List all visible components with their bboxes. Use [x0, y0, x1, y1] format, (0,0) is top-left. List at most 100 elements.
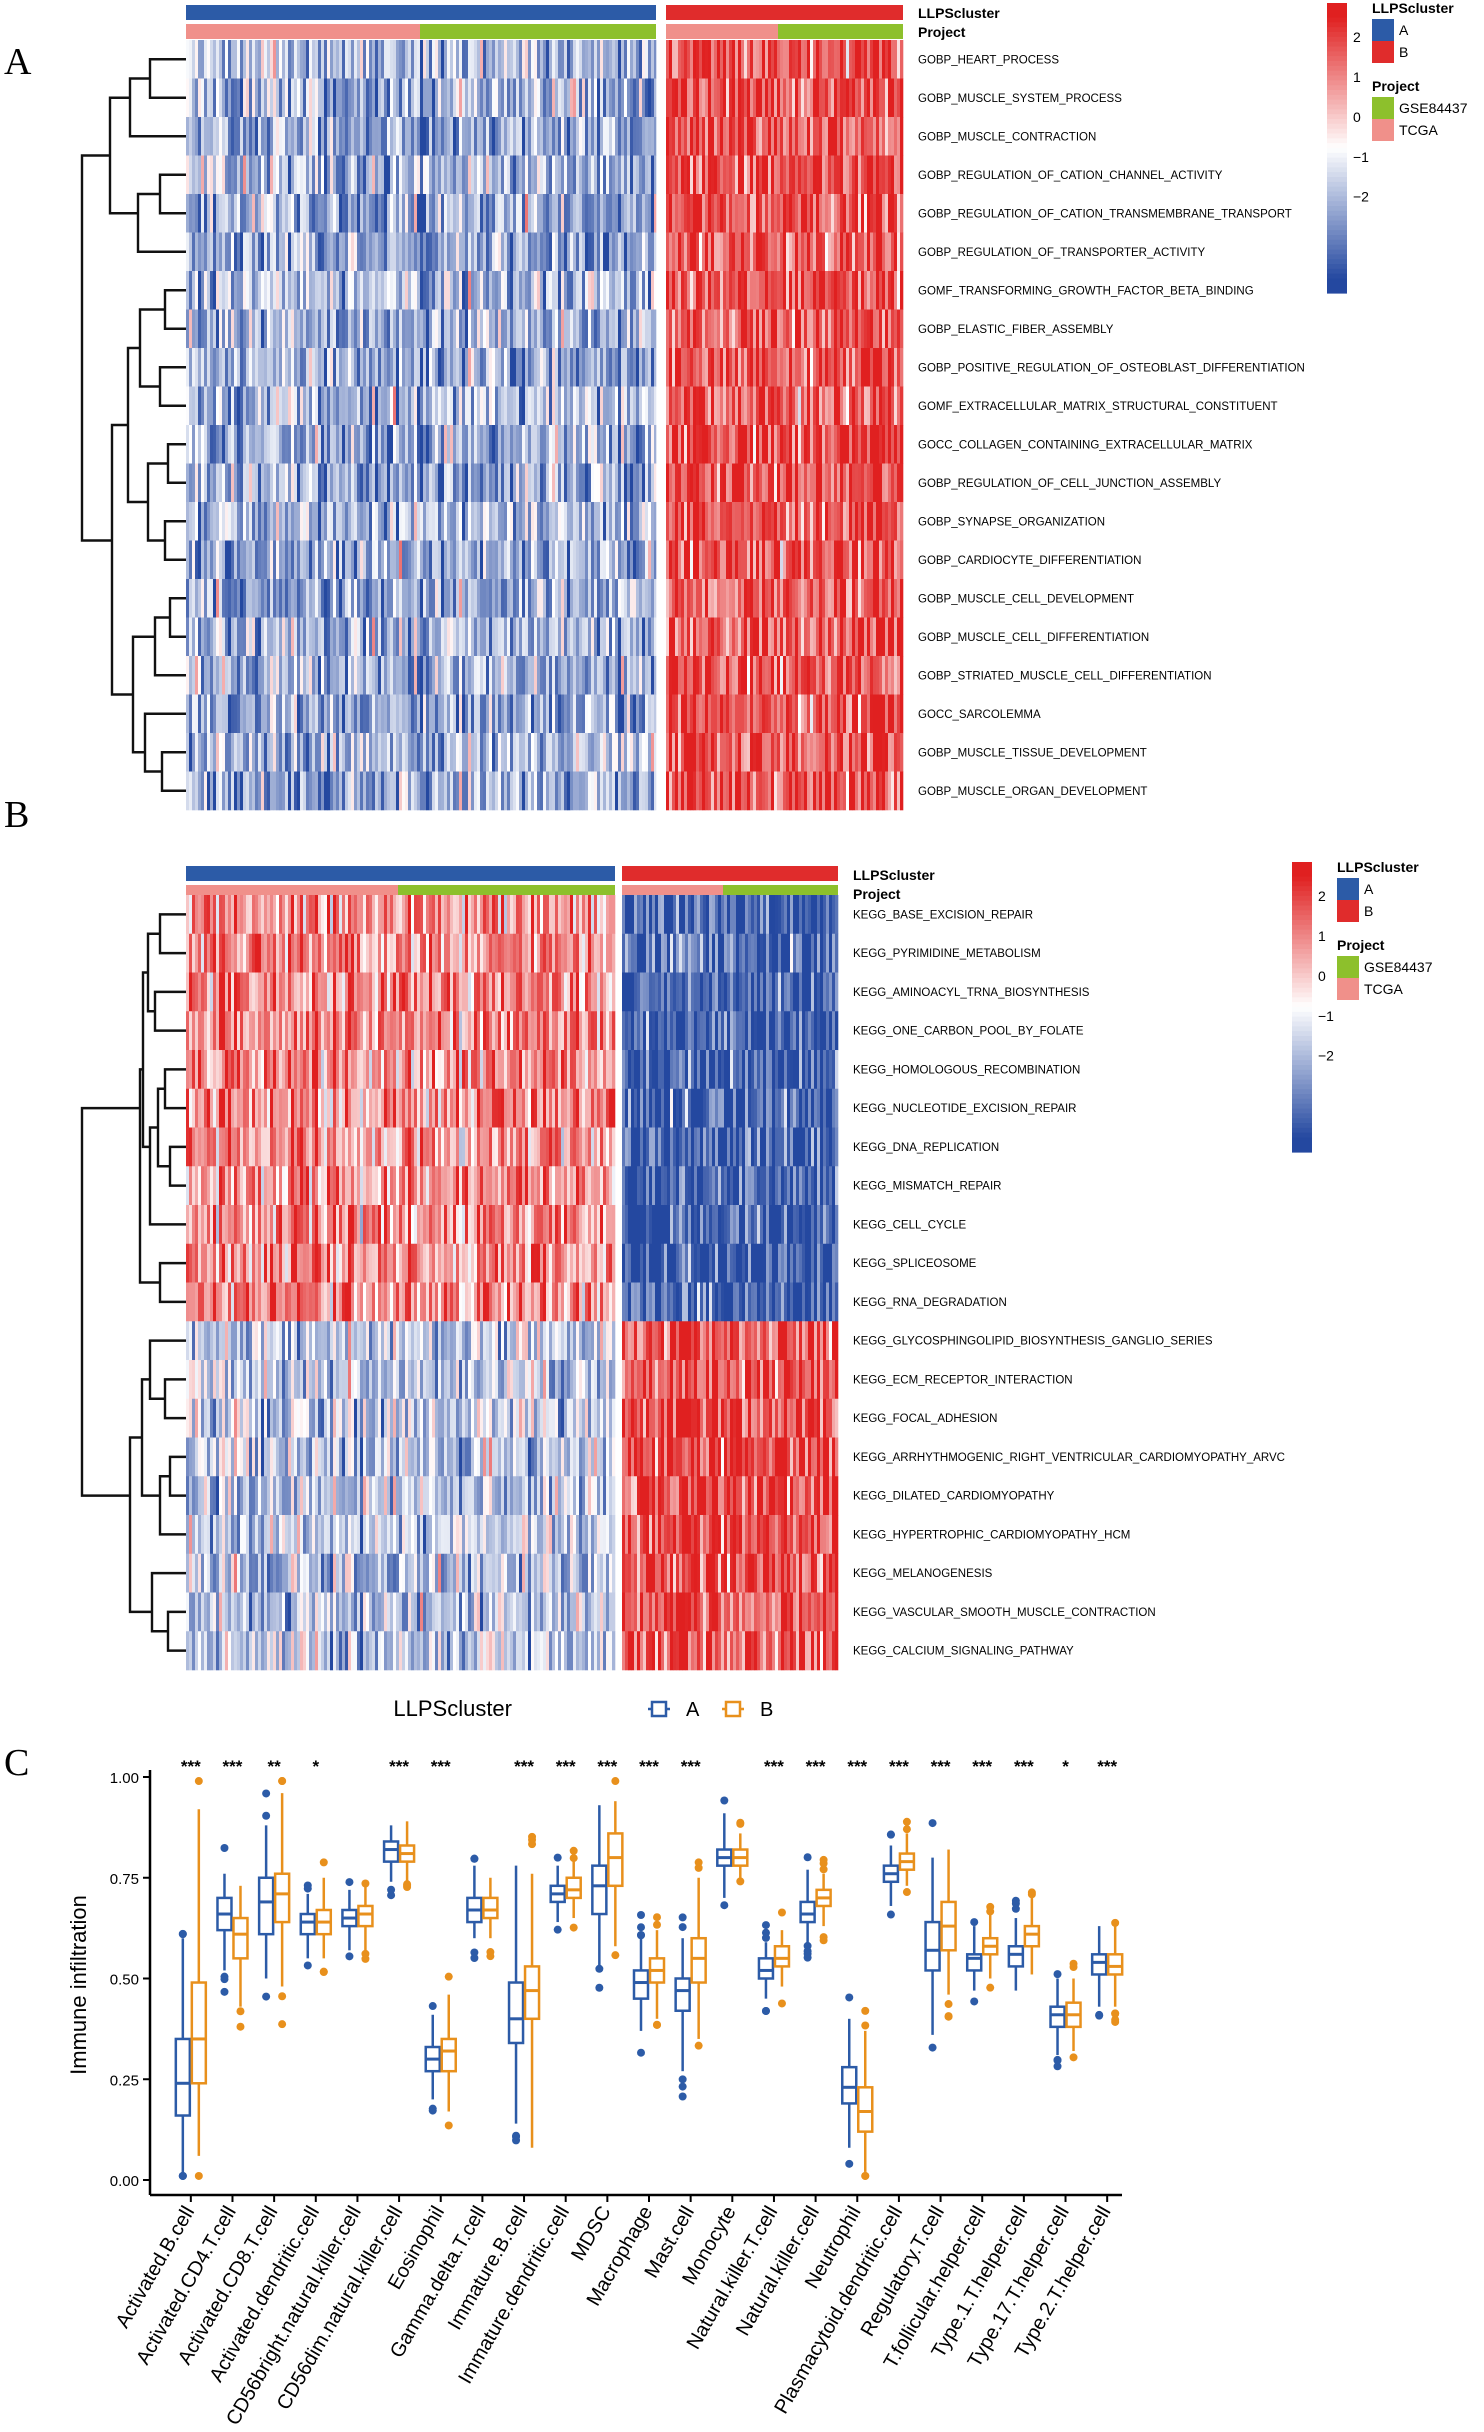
heatmap-cell: [372, 271, 376, 310]
heatmap-cell: [681, 117, 685, 156]
heatmap-cell: [573, 348, 577, 387]
heatmap-cell: [459, 78, 463, 118]
heatmap-cell: [708, 425, 712, 464]
heatmap-cell: [741, 656, 745, 695]
heatmap-cell: [582, 502, 586, 541]
heatmap-cell: [762, 694, 766, 734]
heatmap-cell: [792, 78, 796, 118]
heatmap-cell: [777, 425, 781, 464]
heatmap-cell: [252, 78, 256, 118]
heatmap-cell: [876, 78, 880, 118]
heatmap-cell: [342, 348, 346, 387]
heatmap-cell: [684, 348, 688, 387]
heatmap-cell: [267, 771, 271, 811]
heatmap-cell: [678, 386, 682, 426]
heatmap-cell: [585, 232, 589, 272]
heatmap-cell: [279, 309, 283, 349]
heatmap-cell: [306, 232, 310, 272]
heatmap-cell: [642, 194, 646, 233]
heatmap-cell: [648, 463, 652, 503]
legend-item-gse: GSE84437: [1399, 100, 1468, 116]
heatmap-cell: [882, 733, 886, 772]
heatmap-cell: [456, 78, 460, 118]
heatmap-cell: [198, 694, 202, 734]
heatmap-cell: [369, 271, 373, 310]
heatmap-cell: [189, 1437, 193, 1477]
heatmap-cell: [864, 733, 868, 772]
heatmap-cell: [699, 617, 703, 657]
heatmap-cell: [600, 733, 604, 772]
heatmap-cell: [801, 386, 805, 426]
heatmap-cell: [783, 348, 787, 387]
heatmap-cell: [720, 348, 724, 387]
heatmap-cell: [864, 463, 868, 503]
heatmap-cell: [783, 656, 787, 695]
heatmap-cell: [261, 425, 265, 464]
heatmap-cell: [252, 348, 256, 387]
heatmap-cell: [330, 733, 334, 772]
heatmap-cell: [750, 771, 754, 811]
heatmap-cell: [192, 155, 196, 195]
heatmap-cell: [534, 194, 538, 233]
heatmap-cell: [759, 463, 763, 503]
heatmap-cell: [894, 733, 898, 772]
heatmap-cell: [195, 972, 199, 1012]
heatmap-cell: [744, 617, 748, 657]
heatmap-cell: [594, 656, 598, 695]
heatmap-cell: [639, 733, 643, 772]
heatmap-cell: [201, 463, 205, 503]
heatmap-cell: [507, 733, 511, 772]
heatmap-cell: [216, 78, 220, 118]
heatmap-cell: [588, 386, 592, 426]
heatmap-cell: [474, 271, 478, 310]
heatmap-cell: [651, 40, 655, 79]
heatmap-cell: [513, 617, 517, 657]
heatmap-cell: [558, 309, 562, 349]
heatmap-cell: [834, 502, 838, 541]
heatmap-cell: [222, 540, 226, 580]
heatmap-cell: [897, 232, 901, 272]
heatmap-cell: [489, 425, 493, 464]
heatmap-cell: [582, 155, 586, 195]
heatmap-cell: [540, 271, 544, 310]
heatmap-cell: [195, 155, 199, 195]
heatmap-cell: [270, 425, 274, 464]
heatmap-cell: [201, 232, 205, 272]
annotation-label-cluster-a: LLPScluster: [918, 5, 1000, 21]
heatmap-cell: [393, 579, 397, 618]
heatmap-cell: [252, 771, 256, 811]
heatmap-cell: [615, 617, 619, 657]
heatmap-cell: [705, 271, 709, 310]
heatmap-cell: [696, 694, 700, 734]
heatmap-cell: [525, 155, 529, 195]
heatmap-cell: [642, 617, 646, 657]
heatmap-cell: [309, 771, 313, 811]
heatmap-cell: [747, 694, 751, 734]
heatmap-cell: [546, 309, 550, 349]
legend-scale-step: [1327, 46, 1347, 52]
heatmap-cell: [681, 425, 685, 464]
heatmap-cell: [714, 78, 718, 118]
heatmap-cell: [213, 656, 217, 695]
heatmap-cell: [588, 194, 592, 233]
heatmap-cell: [720, 502, 724, 541]
heatmap-cell: [651, 386, 655, 426]
heatmap-cell: [771, 348, 775, 387]
heatmap-cell: [852, 155, 856, 195]
heatmap-cell: [417, 771, 421, 811]
heatmap-cell: [696, 271, 700, 310]
row-label: GOCC_SARCOLEMMA: [918, 709, 1041, 721]
heatmap-cell: [360, 579, 364, 618]
heatmap-cell: [891, 579, 895, 618]
heatmap-cell: [879, 78, 883, 118]
heatmap-cell: [813, 733, 817, 772]
heatmap-cell: [291, 309, 295, 349]
heatmap-cell: [711, 617, 715, 657]
heatmap-cell: [396, 502, 400, 541]
heatmap-cell: [381, 117, 385, 156]
heatmap-cell: [549, 309, 553, 349]
heatmap-cell: [675, 271, 679, 310]
heatmap-cell: [453, 579, 457, 618]
heatmap-cell: [279, 694, 283, 734]
heatmap-cell: [576, 117, 580, 156]
